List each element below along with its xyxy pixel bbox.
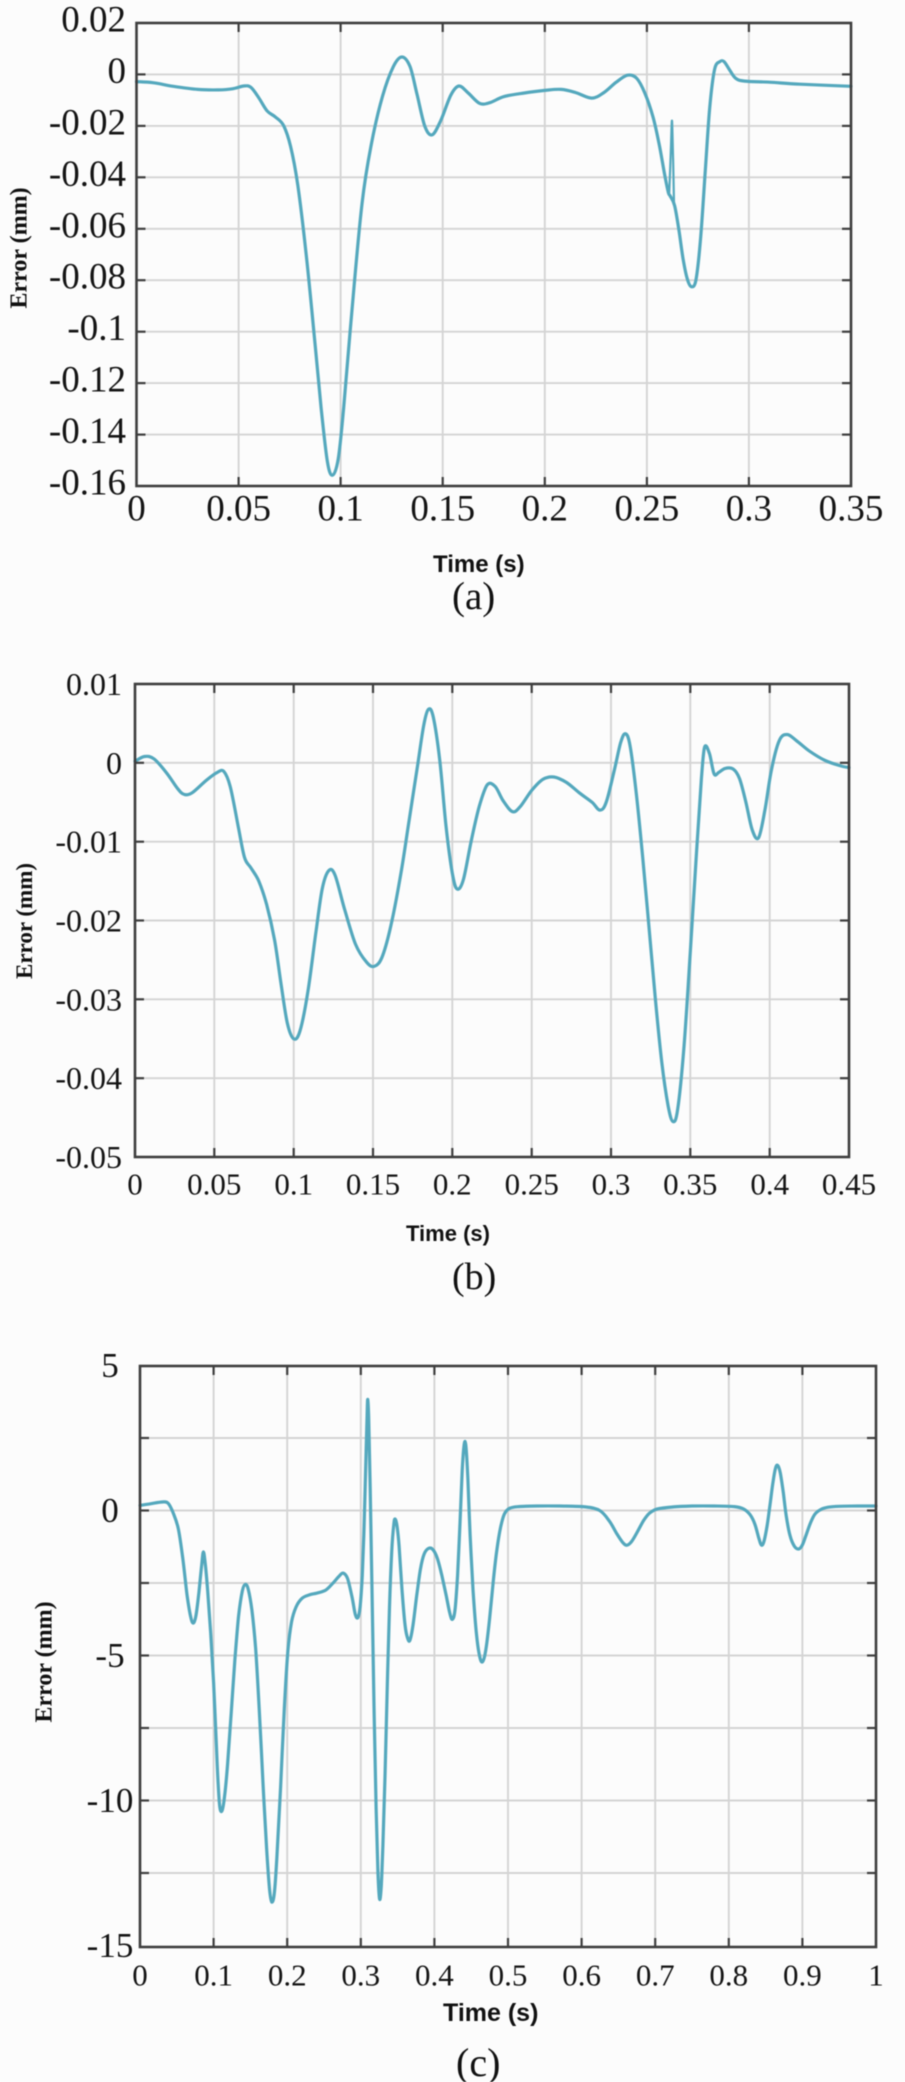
svg-text:0.05: 0.05 — [206, 489, 271, 530]
svg-text:-0.01: -0.01 — [55, 824, 122, 860]
svg-text:-0.12: -0.12 — [49, 360, 126, 401]
svg-text:0.4: 0.4 — [750, 1167, 789, 1202]
svg-text:0.25: 0.25 — [615, 489, 680, 530]
svg-text:5: 5 — [101, 1346, 119, 1385]
svg-text:-0.05: -0.05 — [55, 1139, 122, 1175]
svg-text:0.5: 0.5 — [489, 1958, 528, 1993]
svg-text:0.35: 0.35 — [819, 489, 884, 530]
svg-text:0.15: 0.15 — [346, 1167, 400, 1202]
svg-text:0.35: 0.35 — [663, 1167, 717, 1202]
svg-text:0.8: 0.8 — [709, 1958, 748, 1993]
svg-text:0.7: 0.7 — [636, 1958, 675, 1993]
svg-text:0.25: 0.25 — [505, 1167, 559, 1202]
svg-text:0.02: 0.02 — [61, 0, 126, 41]
svg-text:-0.04: -0.04 — [49, 154, 126, 195]
svg-text:0.3: 0.3 — [341, 1958, 380, 1993]
svg-text:0.3: 0.3 — [726, 489, 772, 530]
svg-text:0.1: 0.1 — [194, 1958, 233, 1993]
svg-text:-0.02: -0.02 — [49, 102, 126, 143]
svg-text:-5: -5 — [95, 1636, 124, 1675]
svg-text:-10: -10 — [87, 1781, 134, 1820]
svg-text:0.2: 0.2 — [268, 1958, 307, 1993]
svg-text:-0.16: -0.16 — [49, 463, 126, 504]
svg-text:0.3: 0.3 — [592, 1167, 631, 1202]
svg-text:-0.02: -0.02 — [55, 903, 122, 939]
svg-text:1: 1 — [868, 1958, 884, 1993]
svg-text:0.01: 0.01 — [66, 666, 122, 702]
svg-text:0.2: 0.2 — [433, 1167, 472, 1202]
svg-text:0.4: 0.4 — [415, 1958, 454, 1993]
svg-text:-15: -15 — [87, 1926, 134, 1965]
svg-text:0.6: 0.6 — [562, 1958, 601, 1993]
svg-text:0.45: 0.45 — [822, 1167, 876, 1202]
svg-text:-0.04: -0.04 — [55, 1060, 122, 1096]
svg-text:-0.03: -0.03 — [55, 981, 122, 1017]
svg-text:-0.1: -0.1 — [67, 308, 126, 349]
svg-text:0.2: 0.2 — [522, 489, 568, 530]
svg-text:0.05: 0.05 — [187, 1167, 241, 1202]
svg-text:0: 0 — [108, 51, 127, 92]
svg-text:0: 0 — [132, 1958, 148, 1993]
svg-text:-0.08: -0.08 — [49, 257, 126, 298]
svg-text:0: 0 — [127, 489, 146, 530]
svg-text:-0.06: -0.06 — [49, 205, 126, 246]
svg-text:0: 0 — [106, 745, 122, 781]
svg-text:0: 0 — [127, 1167, 143, 1202]
svg-text:0.1: 0.1 — [317, 489, 363, 530]
svg-text:0.15: 0.15 — [410, 489, 475, 530]
svg-text:-0.14: -0.14 — [49, 411, 126, 452]
svg-text:0.1: 0.1 — [274, 1167, 313, 1202]
svg-text:0: 0 — [101, 1491, 119, 1530]
svg-text:0.9: 0.9 — [783, 1958, 822, 1993]
